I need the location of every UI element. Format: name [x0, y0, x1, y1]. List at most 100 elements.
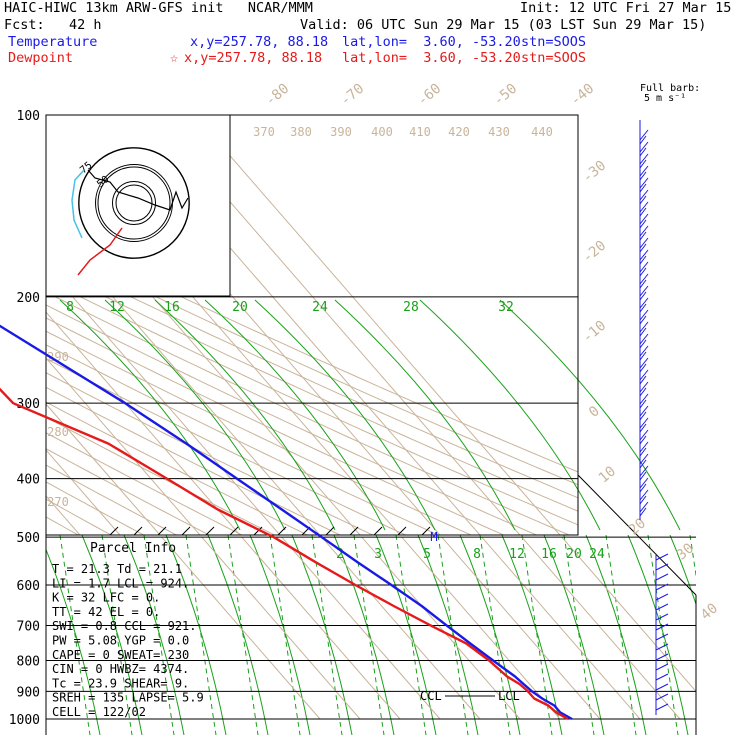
- hodograph-upper-trace: [71, 169, 85, 239]
- wind-barb: [655, 593, 669, 601]
- mixing-ratio-label: 24: [589, 547, 605, 562]
- mixing-ratio-label: 8: [473, 547, 481, 562]
- wind-barb: [639, 489, 649, 505]
- moist-adiabat-line: [521, 535, 553, 735]
- isotherm-line: [281, 536, 441, 720]
- wind-barb: [639, 261, 649, 277]
- wind-barb: [639, 285, 649, 301]
- wind-barb: [639, 189, 649, 205]
- wind-barb: [655, 643, 669, 651]
- wind-barb: [639, 309, 649, 325]
- wind-barb: [639, 249, 649, 265]
- hodograph-ring: [115, 184, 153, 222]
- isotherm-label: -30: [580, 158, 610, 187]
- wind-barb: [655, 703, 669, 711]
- mixing-ratio-line: [59, 299, 241, 531]
- moist-adiabat-line: [563, 535, 595, 735]
- parcel-info-row: PW = 5.08 YGP = 0.0: [52, 634, 189, 648]
- pressure-tick-label: 500: [17, 531, 40, 546]
- pressure-tick-label: 800: [17, 654, 40, 669]
- barb-key-units: 5 m s⁻¹: [644, 93, 687, 104]
- wind-barb: [639, 333, 649, 349]
- mixing-ratio-label: 16: [541, 547, 557, 562]
- hodograph-ring: [97, 166, 171, 240]
- theta-label: 420: [448, 125, 470, 139]
- wind-barb: [639, 345, 649, 361]
- mixing-ratio-line: [419, 299, 601, 531]
- isotherm-line: [241, 536, 401, 720]
- theta-label: 390: [330, 125, 352, 139]
- mixing-ratio-label: 12: [509, 547, 525, 562]
- wind-barb: [655, 683, 669, 691]
- parcel-info-row: CELL = 122/02: [52, 705, 146, 719]
- hatch-mark: [253, 526, 263, 536]
- mixing-ratio-line: [154, 299, 336, 531]
- hatch-mark: [181, 526, 191, 536]
- isotherm-line: [46, 403, 161, 535]
- hatch-mark: [349, 526, 359, 536]
- isotherm-line: [201, 536, 361, 720]
- lcl-label: LCL: [498, 689, 520, 703]
- pressure-tick-label: 100: [17, 109, 40, 124]
- wind-barb: [639, 165, 649, 181]
- mixing-ratio-line: [207, 535, 269, 735]
- wind-barbs: [639, 120, 669, 715]
- isotherm-line: [321, 536, 481, 720]
- wind-barb: [639, 453, 649, 469]
- isotherm-line: [154, 115, 521, 535]
- isotherm-line: [561, 536, 696, 693]
- moist-adiabat-line: [689, 535, 696, 579]
- moist-adiabat-line: [143, 535, 175, 735]
- hatch-mark: [133, 526, 143, 536]
- hodograph-frame: [45, 114, 231, 297]
- wind-barb: [639, 141, 649, 157]
- wind-barb: [655, 583, 669, 591]
- temperature-profile: [0, 324, 573, 721]
- mixing-ratio-label: 16: [164, 300, 180, 315]
- wind-barb: [655, 563, 669, 571]
- dry-adiabat-grid: [46, 231, 578, 535]
- temperature-latlon: lat,lon= 3.60, -53.20: [342, 34, 521, 50]
- parcel-info-row: TT = 42 EL = 0.: [52, 605, 160, 619]
- parcel-info-table: Parcel Info T = 21.3 Td = 21.1LI = 1.7 LC…: [52, 541, 204, 719]
- wind-barb: [655, 693, 669, 701]
- hatch-mark: [109, 526, 119, 536]
- dry-adiabat-line: [46, 243, 578, 486]
- isotherm-line: [401, 536, 561, 720]
- parcel-info-row: LI = 1.7 LCL = 924.: [52, 576, 189, 590]
- moist-adiabat-line: [59, 535, 91, 735]
- dry-adiabat-line: [46, 291, 571, 535]
- hatch-mark: [325, 526, 335, 536]
- dewpoint-profile: [0, 387, 569, 721]
- hatch-mark: [277, 526, 287, 536]
- wind-barb: [639, 465, 649, 481]
- wind-barb: [655, 573, 669, 581]
- mixing-ratio-line: [375, 535, 437, 735]
- moist-adiabat-line: [353, 535, 385, 735]
- parcel-info-row: SWI = 0.8 CCL = 921.: [52, 619, 197, 633]
- theta-label: 440: [531, 125, 553, 139]
- parcel-info-row: T = 21.3 Td = 21.1: [52, 562, 182, 576]
- dewpoint-latlon: lat,lon= 3.60, -53.20: [342, 50, 521, 66]
- dry-adiabat-line: [46, 266, 578, 512]
- hodograph-lower-trace: [77, 227, 123, 276]
- wind-barb: [639, 177, 649, 193]
- wind-barb: [639, 357, 649, 373]
- lfc-marker: M: [430, 530, 437, 544]
- temperature-readout: x,y=257.78, 88.18: [190, 34, 329, 50]
- isotherm-label: 40: [698, 600, 721, 623]
- isotherm-line: [161, 536, 321, 720]
- hatch-mark: [397, 526, 407, 536]
- pressure-tick-label: 300: [17, 397, 40, 412]
- init-time: Init: 12 UTC Fri 27 Mar 15: [520, 0, 732, 16]
- mixing-ratio-line: [543, 535, 605, 735]
- parcel-info-row: CIN = 0 HWBZ= 4374.: [52, 662, 189, 676]
- mixing-ratio-label: 2: [336, 547, 344, 562]
- hatch-mark: [205, 526, 215, 536]
- mixing-ratio-label: 5: [423, 547, 431, 562]
- mixing-ratio-label: 20: [566, 547, 582, 562]
- mixing-ratio-label: 8: [66, 300, 74, 315]
- dewpoint-readout: x,y=257.78, 88.18: [184, 50, 323, 66]
